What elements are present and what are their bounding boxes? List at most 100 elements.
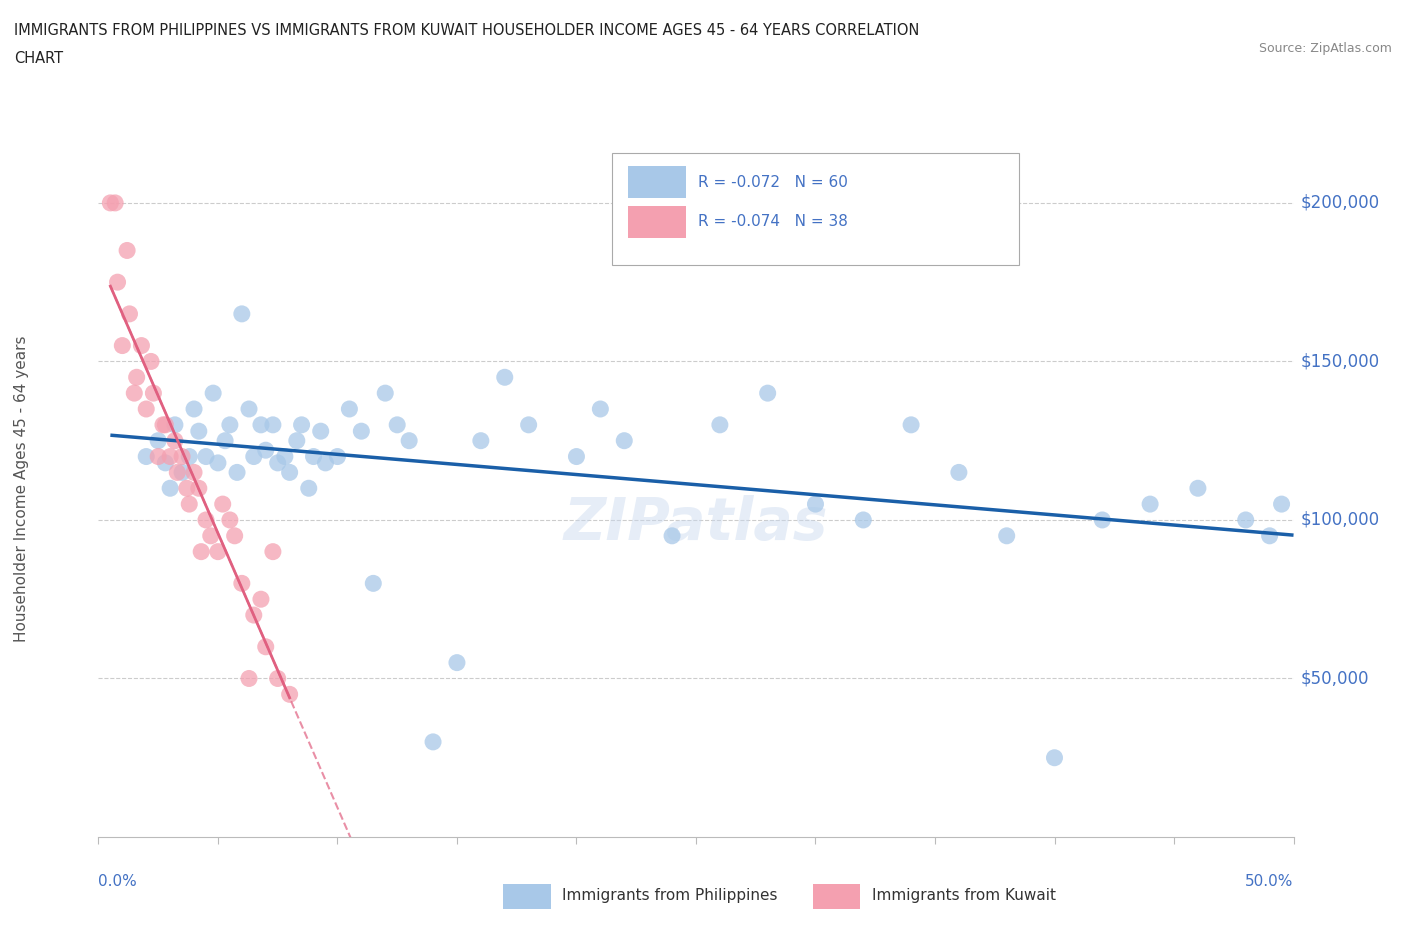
Point xyxy=(118,307,141,322)
Point xyxy=(104,195,127,210)
Point xyxy=(159,449,181,464)
Point xyxy=(852,512,875,527)
Point xyxy=(250,418,273,432)
Point xyxy=(142,386,165,401)
Point xyxy=(470,433,492,448)
Point xyxy=(948,465,970,480)
Point xyxy=(231,576,253,591)
Point xyxy=(290,418,312,432)
Point xyxy=(135,402,157,417)
Point xyxy=(231,307,253,322)
Text: $200,000: $200,000 xyxy=(1301,194,1379,212)
Point xyxy=(219,512,242,527)
Point xyxy=(315,456,337,471)
Point xyxy=(98,195,122,210)
Text: $150,000: $150,000 xyxy=(1301,352,1379,370)
Point xyxy=(446,655,468,670)
Point xyxy=(194,512,217,527)
Point xyxy=(661,528,683,543)
Point xyxy=(398,433,420,448)
Text: CHART: CHART xyxy=(14,51,63,66)
Point xyxy=(190,544,212,559)
Point xyxy=(202,386,225,401)
Point xyxy=(278,465,301,480)
Point xyxy=(155,418,177,432)
Text: Immigrants from Kuwait: Immigrants from Kuwait xyxy=(872,888,1056,903)
Point xyxy=(309,424,332,439)
Point xyxy=(285,433,308,448)
Point xyxy=(148,433,170,448)
Point xyxy=(1187,481,1209,496)
Point xyxy=(385,418,409,432)
Point xyxy=(214,433,236,448)
Point xyxy=(589,402,612,417)
Text: Immigrants from Philippines: Immigrants from Philippines xyxy=(562,888,778,903)
Point xyxy=(254,639,277,654)
Point xyxy=(302,449,325,464)
Point xyxy=(274,449,297,464)
Point xyxy=(179,497,201,512)
Point xyxy=(179,449,201,464)
Point xyxy=(267,671,290,686)
Point xyxy=(517,418,540,432)
Point xyxy=(183,465,205,480)
Point xyxy=(238,402,260,417)
Point xyxy=(250,591,273,606)
Point xyxy=(152,418,174,432)
Point xyxy=(135,449,157,464)
Point xyxy=(207,456,229,471)
Point xyxy=(243,607,266,622)
Point xyxy=(709,418,731,432)
Point xyxy=(176,481,198,496)
Point xyxy=(494,370,516,385)
Point xyxy=(422,735,444,750)
Point xyxy=(238,671,260,686)
Point xyxy=(565,449,588,464)
Point xyxy=(163,418,186,432)
Point xyxy=(111,339,134,353)
Point xyxy=(262,544,284,559)
Point xyxy=(1091,512,1114,527)
Point xyxy=(107,274,129,289)
Point xyxy=(337,402,360,417)
Point xyxy=(183,402,205,417)
Point xyxy=(124,386,146,401)
Point xyxy=(278,687,301,702)
Text: R = -0.072   N = 60: R = -0.072 N = 60 xyxy=(699,175,848,190)
Point xyxy=(194,449,217,464)
Point xyxy=(148,449,170,464)
Text: $50,000: $50,000 xyxy=(1301,670,1369,687)
Point xyxy=(326,449,349,464)
Text: $100,000: $100,000 xyxy=(1301,511,1379,529)
Point xyxy=(298,481,321,496)
Point xyxy=(1271,497,1294,512)
Point xyxy=(211,497,233,512)
Point xyxy=(613,433,636,448)
Point xyxy=(131,339,153,353)
Point xyxy=(804,497,827,512)
Text: R = -0.074   N = 38: R = -0.074 N = 38 xyxy=(699,214,848,230)
Point xyxy=(125,370,148,385)
Text: IMMIGRANTS FROM PHILIPPINES VS IMMIGRANTS FROM KUWAIT HOUSEHOLDER INCOME AGES 45: IMMIGRANTS FROM PHILIPPINES VS IMMIGRANT… xyxy=(14,23,920,38)
Point xyxy=(200,528,222,543)
Point xyxy=(207,544,229,559)
Point xyxy=(115,243,138,258)
Point xyxy=(995,528,1018,543)
Point xyxy=(1139,497,1161,512)
Point xyxy=(219,418,242,432)
Point xyxy=(267,456,290,471)
Point xyxy=(155,456,177,471)
Text: 50.0%: 50.0% xyxy=(1246,874,1294,889)
Point xyxy=(172,449,194,464)
Point xyxy=(262,418,284,432)
Point xyxy=(363,576,385,591)
Point xyxy=(374,386,396,401)
Point xyxy=(187,424,209,439)
Point xyxy=(187,481,209,496)
Point xyxy=(756,386,779,401)
Point xyxy=(1234,512,1257,527)
Point xyxy=(163,433,186,448)
Point xyxy=(900,418,922,432)
FancyBboxPatch shape xyxy=(628,166,686,198)
Point xyxy=(159,481,181,496)
